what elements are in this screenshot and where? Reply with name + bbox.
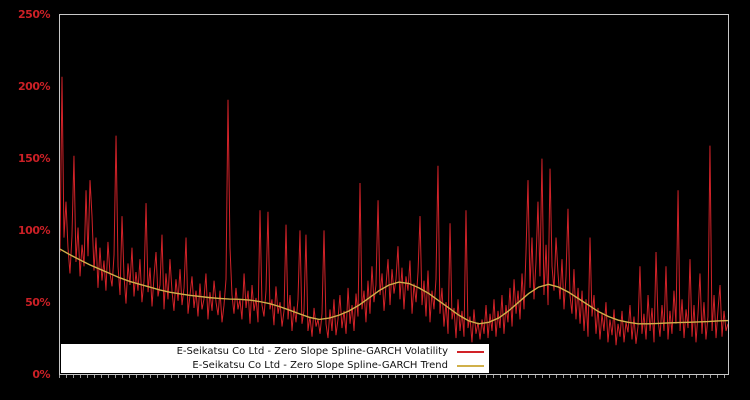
legend-line-sample-volatility <box>457 350 484 353</box>
y-tick-label-0: 0% <box>32 368 50 381</box>
y-axis: 250% 200% 150% 100% 50% 0% <box>0 0 52 400</box>
legend-label-trend: E-Seikatsu Co Ltd - Zero Slope Spline-GA… <box>192 360 448 371</box>
y-tick-label-200: 200% <box>18 80 50 93</box>
legend-item-volatility: E-Seikatsu Co Ltd - Zero Slope Spline-GA… <box>66 345 484 359</box>
legend: E-Seikatsu Co Ltd - Zero Slope Spline-GA… <box>61 344 489 373</box>
y-tick-label-100: 100% <box>18 224 50 237</box>
y-tick-label-150: 150% <box>18 152 50 165</box>
legend-line-sample-trend <box>457 364 484 367</box>
x-axis-minor-ticks <box>59 375 729 378</box>
y-tick-label-250: 250% <box>18 8 50 21</box>
plot-area <box>59 14 729 375</box>
y-tick-label-50: 50% <box>25 296 50 309</box>
legend-item-trend: E-Seikatsu Co Ltd - Zero Slope Spline-GA… <box>66 359 484 373</box>
volatility-line <box>60 76 728 346</box>
legend-label-volatility: E-Seikatsu Co Ltd - Zero Slope Spline-GA… <box>176 346 448 357</box>
trend-line <box>60 248 728 325</box>
chart-canvas <box>60 76 728 346</box>
